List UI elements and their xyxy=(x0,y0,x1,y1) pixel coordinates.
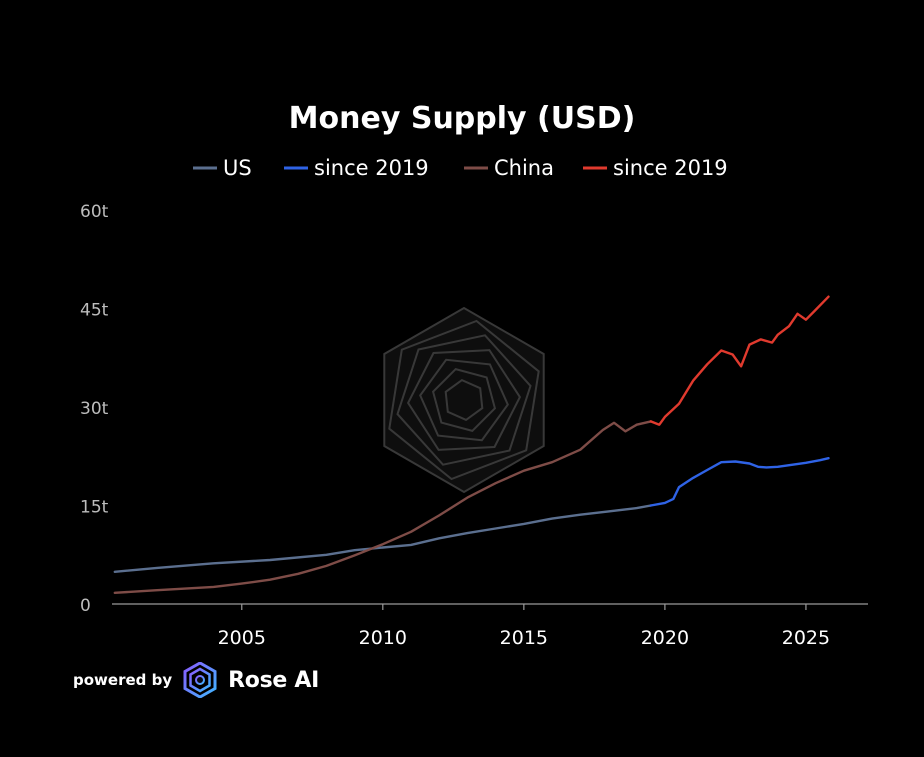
chart-title: Money Supply (USD) xyxy=(289,101,636,136)
x-tick-label: 2005 xyxy=(218,627,266,649)
x-tick-label: 2010 xyxy=(359,627,407,649)
powered-by-footer: powered by Rose AI xyxy=(73,660,319,700)
y-tick-label: 60t xyxy=(80,202,109,222)
x-tick-label: 2020 xyxy=(641,627,689,649)
x-axis: 2005 2010 2015 2020 2025 xyxy=(218,604,830,649)
y-tick-label: 0 xyxy=(80,596,91,616)
hexagon-watermark-icon xyxy=(383,306,545,494)
series-line xyxy=(113,420,652,594)
series-line xyxy=(113,504,652,573)
legend-label: US xyxy=(223,156,252,180)
legend: US since 2019 China since 2019 xyxy=(193,156,728,180)
x-tick-label: 2015 xyxy=(500,627,548,649)
powered-by-text: powered by xyxy=(73,671,173,689)
legend-label: China xyxy=(494,156,554,180)
legend-label: since 2019 xyxy=(613,156,728,180)
series-line xyxy=(649,457,830,507)
legend-label: since 2019 xyxy=(314,156,429,180)
series-line xyxy=(649,295,830,426)
y-axis: 0 15t 30t 45t 60t xyxy=(80,202,109,616)
y-tick-label: 30t xyxy=(80,399,109,419)
y-tick-label: 45t xyxy=(80,301,109,321)
rose-ai-logo-icon xyxy=(183,662,217,698)
brand-name: Rose AI xyxy=(228,667,319,693)
x-tick-label: 2025 xyxy=(782,627,830,649)
series-lines xyxy=(113,295,830,594)
y-tick-label: 15t xyxy=(80,498,109,518)
